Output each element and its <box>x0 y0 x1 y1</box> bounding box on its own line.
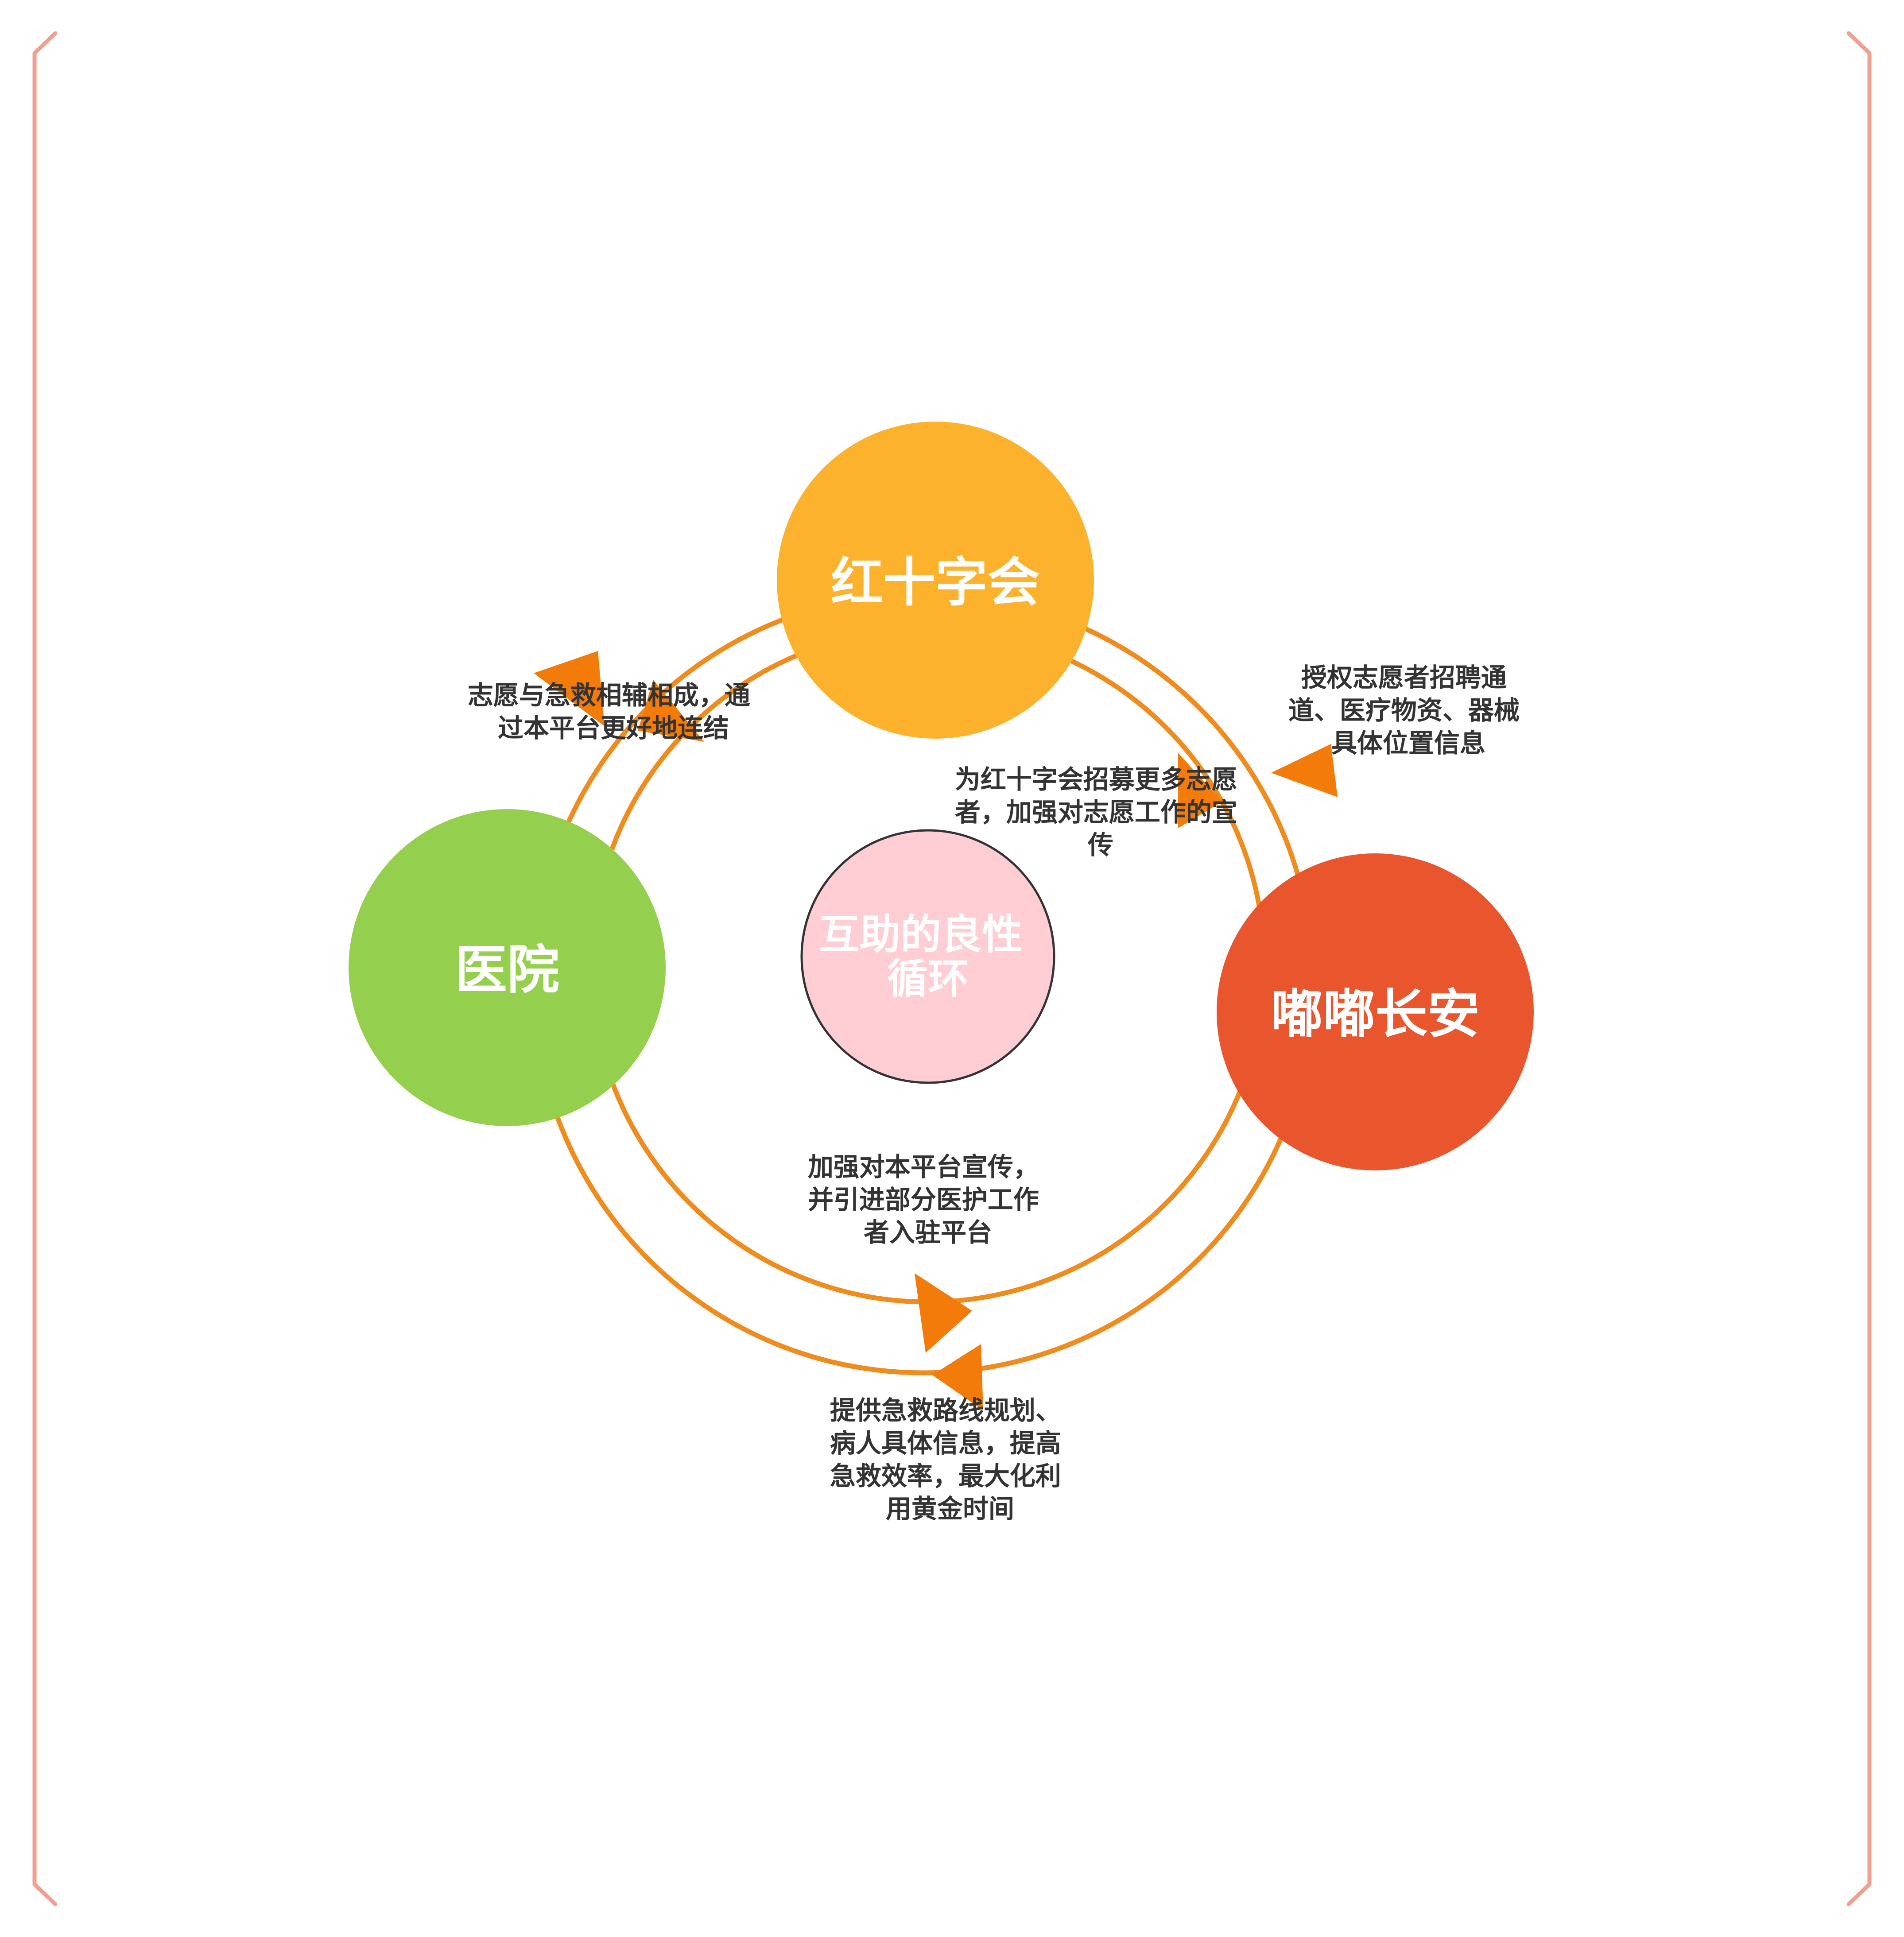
frame-bracket-right <box>1846 31 1872 1906</box>
frame-bracket-left <box>32 31 58 1906</box>
red-cross-circle <box>777 422 1094 739</box>
label-redcross-dudu-line-3: 传 <box>1087 830 1113 860</box>
node-hospital: 医院 <box>349 809 666 1126</box>
arrow-outer-dudu-to-redcross <box>1271 744 1338 797</box>
label-dudu-hospital-outer-line-4: 用黄金时间 <box>886 1494 1014 1524</box>
label-hospital-redcross-line-1: 志愿与急救相辅相成，通 <box>468 680 750 710</box>
red-cross-label: 红十字会 <box>831 552 1040 613</box>
node-red-cross: 红十字会 <box>777 422 1094 739</box>
center-circle <box>800 829 1055 1084</box>
node-dudu-changan: 嘟嘟长安 <box>1217 853 1534 1170</box>
label-dudu-redcross-line-2: 道、医疗物资、器械 <box>1288 695 1520 725</box>
hospital-circle <box>349 809 666 1126</box>
hospital-label: 医院 <box>455 939 559 1000</box>
frame-brackets <box>32 31 1872 1906</box>
label-dudu-hospital-outer-line-3: 急救效率，最大化利 <box>830 1461 1061 1491</box>
center-node: 互助的良性 循环 <box>800 829 1055 1084</box>
label-dudu-hospital-outer-line-1: 提供急救路线规划、 <box>830 1395 1061 1426</box>
label-dudu-hospital-inner-line-2: 并引进部分医护工作 <box>808 1185 1039 1215</box>
label-hospital-redcross-line-2: 过本平台更好地连结 <box>498 713 729 743</box>
arrowheads <box>534 651 1338 1410</box>
label-redcross-dudu-line-2: 者，加强对志愿工作的宣 <box>955 797 1237 827</box>
center-label: 互助的良性 循环 <box>819 911 1037 1003</box>
label-dudu-redcross: 授权志愿者招聘通 道、医疗物资、器械 具体位置信息 <box>1288 662 1528 758</box>
arrow-outer-hospital-to-dudu <box>932 1344 983 1410</box>
center-label-line-1: 互助的良性 <box>819 911 1023 958</box>
dudu-circle <box>1217 853 1534 1170</box>
arrow-inner-dudu-to-hospital <box>915 1273 972 1353</box>
label-dudu-hospital-outer-line-2: 病人具体信息，提高 <box>830 1428 1061 1458</box>
arrow-outer-hospital-to-redcross <box>534 651 605 726</box>
label-dudu-redcross-line-1: 授权志愿者招聘通 <box>1301 662 1507 693</box>
label-redcross-dudu-line-1: 为红十字会招募更多志愿 <box>955 764 1237 794</box>
label-dudu-redcross-line-3: 具体位置信息 <box>1331 728 1485 758</box>
label-dudu-hospital-inner: 加强对本平台宣传， 并引进部分医护工作 者入驻平台 <box>808 1152 1048 1247</box>
label-redcross-dudu: 为红十字会招募更多志愿 者，加强对志愿工作的宣 传 <box>955 764 1246 860</box>
arrow-inner-redcross-to-dudu <box>1178 753 1222 828</box>
center-label-line-2: 循环 <box>887 955 969 1003</box>
label-hospital-redcross: 志愿与急救相辅相成，通 过本平台更好地连结 <box>468 680 759 743</box>
arrow-inner-redcross-to-hospital <box>638 680 704 742</box>
label-dudu-hospital-inner-line-3: 者入驻平台 <box>864 1217 992 1247</box>
label-dudu-hospital-inner-line-1: 加强对本平台宣传， <box>808 1152 1039 1182</box>
label-dudu-hospital-outer: 提供急救路线规划、 病人具体信息，提高 急救效率，最大化利 用黄金时间 <box>830 1395 1070 1524</box>
dudu-label: 嘟嘟长安 <box>1271 984 1480 1045</box>
